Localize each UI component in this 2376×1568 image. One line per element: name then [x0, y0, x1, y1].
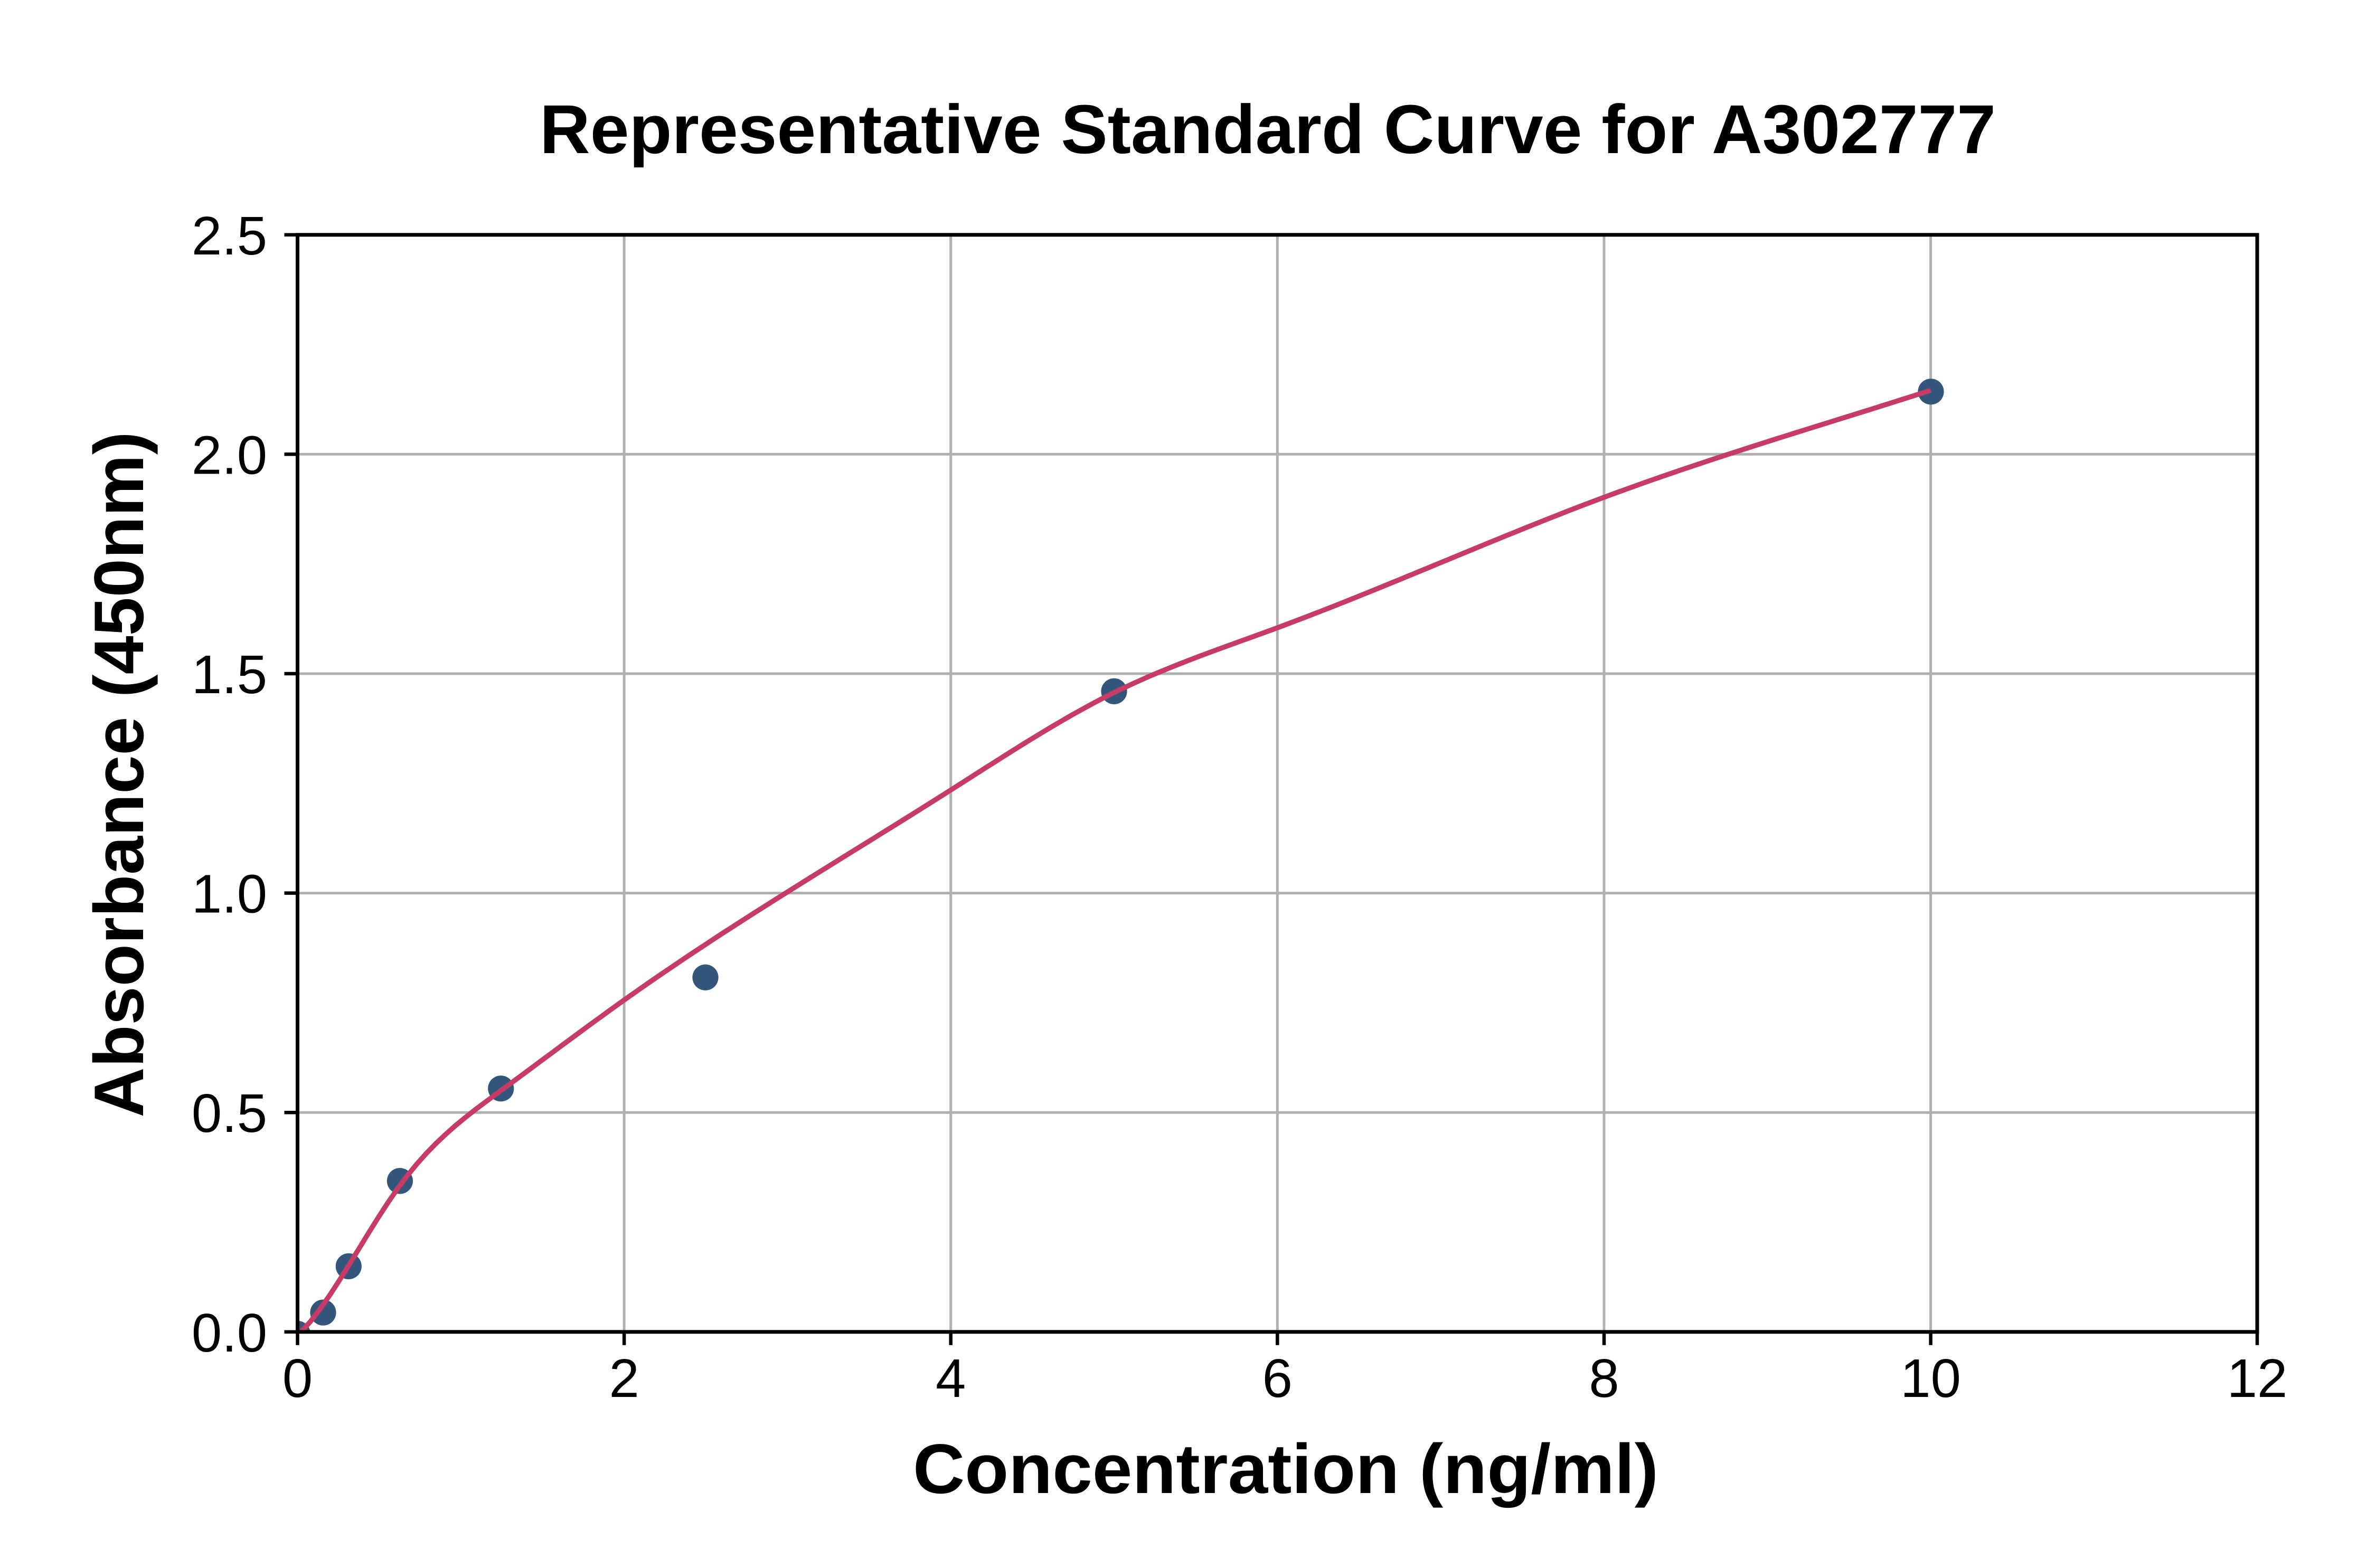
svg-text:0.0: 0.0 [192, 1302, 267, 1363]
svg-text:8: 8 [1589, 1348, 1619, 1409]
svg-text:1.0: 1.0 [192, 864, 267, 924]
svg-text:0: 0 [282, 1348, 313, 1409]
svg-text:Absorbance (450nm): Absorbance (450nm) [80, 432, 158, 1118]
svg-text:1.5: 1.5 [192, 644, 267, 705]
svg-text:6: 6 [1262, 1348, 1293, 1409]
svg-text:0.5: 0.5 [192, 1083, 267, 1144]
svg-text:2.0: 2.0 [192, 424, 267, 485]
svg-text:10: 10 [1900, 1348, 1961, 1409]
svg-text:4: 4 [936, 1348, 966, 1409]
svg-text:2: 2 [609, 1348, 639, 1409]
svg-text:Representative Standard Curve: Representative Standard Curve for A30277… [540, 90, 1996, 168]
svg-text:Concentration (ng/ml): Concentration (ng/ml) [913, 1430, 1658, 1508]
svg-text:12: 12 [2227, 1348, 2288, 1409]
svg-text:2.5: 2.5 [192, 205, 267, 266]
